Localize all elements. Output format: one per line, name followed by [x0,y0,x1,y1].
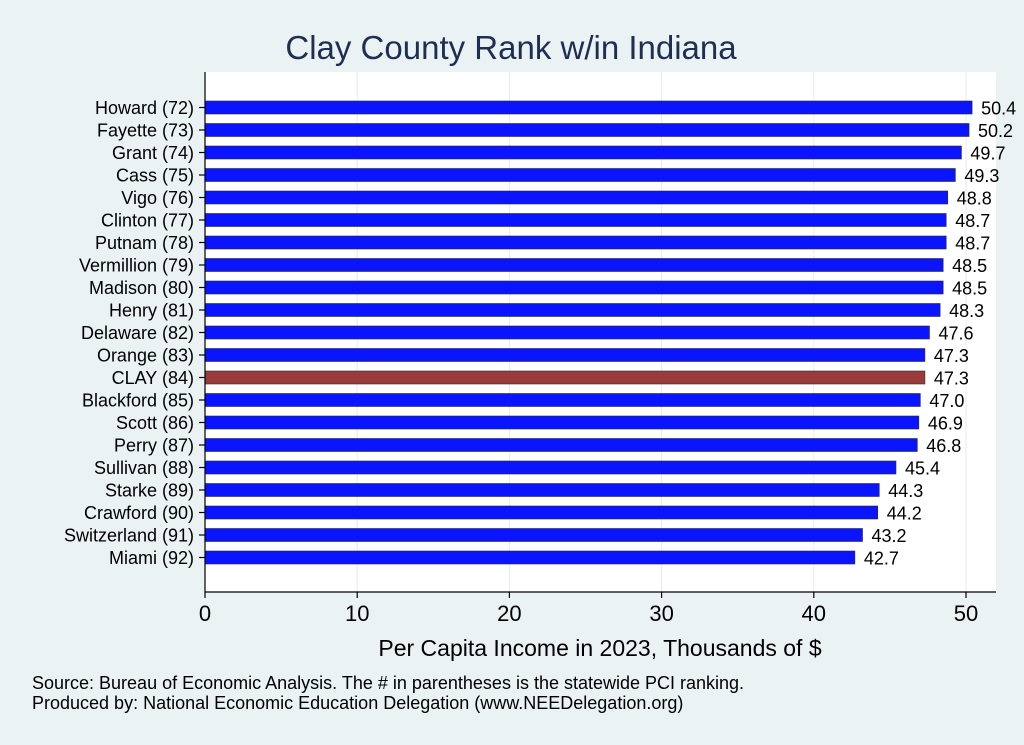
bar [204,258,944,272]
bar [204,348,926,362]
bar [204,325,930,340]
category-label: Vermillion (79) [79,256,194,276]
category-label: Vigo (76) [121,188,194,208]
category-label: CLAY (84) [112,368,194,388]
value-label: 44.3 [888,481,923,501]
category-label: Perry (87) [114,436,194,456]
value-label: 47.3 [934,369,969,389]
value-label: 48.3 [949,301,984,321]
category-label: Miami (92) [109,548,194,568]
category-label: Scott (86) [116,413,194,433]
value-label: 44.2 [887,504,922,524]
bar [204,280,944,295]
category-label: Putnam (78) [95,233,194,253]
bar [204,415,920,430]
value-label: 42.7 [864,549,899,569]
x-tick-label: 10 [345,601,369,626]
category-label: Grant (74) [112,143,194,163]
value-label: 47.6 [938,324,973,344]
category-label: Madison (80) [89,278,194,298]
bar [204,550,856,565]
bar [204,460,897,475]
value-label: 46.9 [928,414,963,434]
bar-highlight [204,370,926,385]
value-label: 48.7 [955,211,990,231]
value-label: 47.3 [934,346,969,366]
value-label: 49.7 [970,144,1005,164]
bar [204,438,918,452]
category-label: Crawford (90) [84,503,194,523]
x-tick-label: 30 [649,601,673,626]
category-label: Switzerland (91) [64,526,194,546]
category-label: Delaware (82) [81,323,194,343]
value-labels: 50.450.249.749.348.848.748.748.548.548.3… [864,99,1016,569]
bars [204,100,973,565]
value-label: 43.2 [872,526,907,546]
value-label: 50.4 [981,99,1016,119]
value-label: 48.7 [955,234,990,254]
x-tick-label: 40 [802,601,826,626]
bar [204,145,962,160]
bar [204,505,879,520]
value-label: 48.5 [952,256,987,276]
x-tick-label: 20 [497,601,521,626]
value-label: 49.3 [964,166,999,186]
value-label: 47.0 [929,391,964,411]
value-label: 48.8 [957,189,992,209]
value-label: 46.8 [926,436,961,456]
bar [204,100,973,115]
category-labels: Howard (72) Fayette (73)Grant (74) Cass (7… [64,98,205,568]
bar [204,190,949,205]
bar [204,235,947,250]
category-label: Sullivan (88) [94,458,194,478]
bar-chart: Howard (72) Fayette (73)Grant (74) Cass (7… [64,29,1016,661]
category-label: Blackford (85) [82,391,194,411]
bar [204,168,956,182]
category-label: Howard (72) [95,98,194,118]
category-label: Clinton (77) [101,211,194,231]
category-label: Cass (75) [116,166,194,186]
bar [204,213,947,227]
category-label: Orange (83) [97,346,194,366]
value-label: 48.5 [952,279,987,299]
bar [204,303,941,317]
x-tick-label: 0 [199,601,211,626]
chart-title: Clay County Rank w/in Indiana [285,29,737,66]
bar [204,123,970,137]
produced-by-note: Produced by: National Economic Education… [32,693,684,713]
category-label: Starke (89) [105,481,194,501]
x-tick-label: 50 [954,601,978,626]
category-label: Fayette (73) [97,121,194,141]
value-label: 50.2 [978,121,1013,141]
category-label: Henry (81) [109,301,194,321]
x-axis-ticks: 0 10 20 30 40 50 [199,592,978,626]
x-axis-title: Per Capita Income in 2023, Thousands of … [378,635,821,661]
bar [204,393,921,407]
source-note: Source: Bureau of Economic Analysis. The… [32,673,745,693]
value-label: 45.4 [905,459,940,479]
bar [204,483,880,497]
bar [204,528,863,542]
